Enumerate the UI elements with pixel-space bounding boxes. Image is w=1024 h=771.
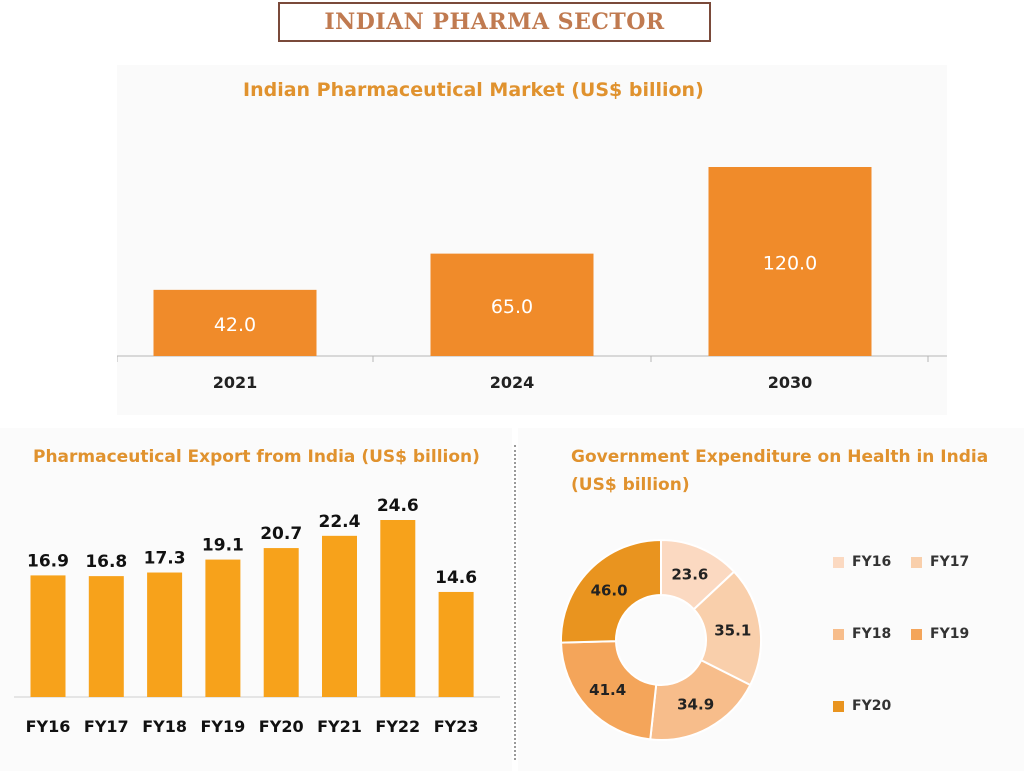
market-chart-title: Indian Pharmaceutical Market (US$ billio… [243, 79, 704, 101]
health-legend-label: FY19 [930, 626, 970, 642]
health-legend-item: FY18 [833, 624, 891, 644]
export-bar-value-label: 22.4 [319, 512, 361, 532]
health-slice-value-label: 41.4 [589, 681, 626, 699]
health-legend-swatch [911, 628, 922, 640]
market-bar [430, 253, 594, 356]
health-chart-title-line1: Government Expenditure on Health in Indi… [571, 447, 989, 467]
market-category-label: 2030 [768, 373, 813, 392]
health-legend-label: FY16 [852, 554, 892, 570]
health-legend-swatch [833, 628, 844, 640]
export-category-label: FY22 [375, 717, 420, 736]
market-bar-value-label: 120.0 [763, 253, 817, 275]
export-panel: Pharmaceutical Export from India (US$ bi… [0, 428, 512, 771]
export-bar-value-label: 16.9 [27, 551, 69, 571]
export-bar [322, 535, 357, 697]
health-legend-swatch [833, 556, 844, 568]
health-legend-label: FY17 [930, 554, 970, 570]
health-legend-item: FY17 [911, 552, 969, 572]
export-bar [263, 548, 299, 697]
health-legend-item: FY20 [833, 696, 891, 716]
export-bar-value-label: 24.6 [377, 496, 419, 516]
export-bar-value-label: 16.8 [85, 552, 127, 572]
export-bar [438, 591, 474, 697]
health-panel: Government Expenditure on Health in Indi… [518, 428, 1024, 771]
health-donut-slice [560, 538, 662, 644]
market-bar [708, 167, 872, 356]
health-chart-title-line2: (US$ billion) [571, 475, 690, 495]
health-legend-label: FY20 [852, 698, 892, 714]
health-legend-swatch [911, 556, 922, 568]
health-donut-slice [560, 640, 658, 741]
market-category-label: 2021 [213, 373, 258, 392]
market-panel: Indian Pharmaceutical Market (US$ billio… [117, 65, 947, 415]
export-bar-value-label: 17.3 [144, 549, 186, 569]
health-legend-swatch [833, 700, 844, 712]
export-bar [380, 520, 416, 697]
health-donut-chart: 23.6 35.1 34.9 41.4 46.0 [560, 538, 762, 741]
page-title: INDIAN PHARMA SECTOR [278, 2, 711, 42]
market-category-label: 2024 [490, 373, 535, 392]
health-donut-slice [692, 570, 762, 687]
health-slice-value-label: 35.1 [714, 622, 751, 640]
export-category-label: FY18 [142, 717, 187, 736]
health-legend-label: FY18 [852, 626, 892, 642]
export-category-label: FY17 [84, 717, 129, 736]
market-bar-value-label: 65.0 [491, 296, 533, 318]
export-bar-chart: 16.9 FY16 16.8 FY17 17.3 FY18 19.1 FY19 20.7 FY20… [14, 496, 500, 736]
export-bar [30, 575, 66, 697]
export-category-label: FY16 [26, 717, 71, 736]
export-category-label: FY21 [317, 717, 362, 736]
export-bar [88, 576, 124, 697]
panel-divider [514, 445, 516, 760]
export-category-label: FY20 [259, 717, 304, 736]
health-legend-item: FY16 [833, 552, 891, 572]
export-category-label: FY23 [434, 717, 479, 736]
export-category-label: FY19 [201, 717, 246, 736]
health-slice-value-label: 23.6 [671, 565, 708, 583]
health-donut-slice [649, 658, 752, 741]
health-slice-value-label: 34.9 [677, 696, 714, 714]
export-bar [147, 572, 183, 697]
health-legend-item: FY19 [911, 624, 969, 644]
health-slice-value-label: 46.0 [591, 581, 628, 599]
market-bar [153, 289, 317, 356]
export-bar-value-label: 19.1 [202, 536, 244, 556]
export-bar-value-label: 20.7 [260, 524, 302, 544]
export-chart-title: Pharmaceutical Export from India (US$ bi… [33, 447, 480, 467]
market-bar-chart: 42.0 2021 65.0 2024 120.0 2030 [117, 167, 947, 392]
export-bar-value-label: 14.6 [435, 568, 477, 588]
market-bar-value-label: 42.0 [214, 314, 256, 336]
export-bar [205, 559, 241, 697]
